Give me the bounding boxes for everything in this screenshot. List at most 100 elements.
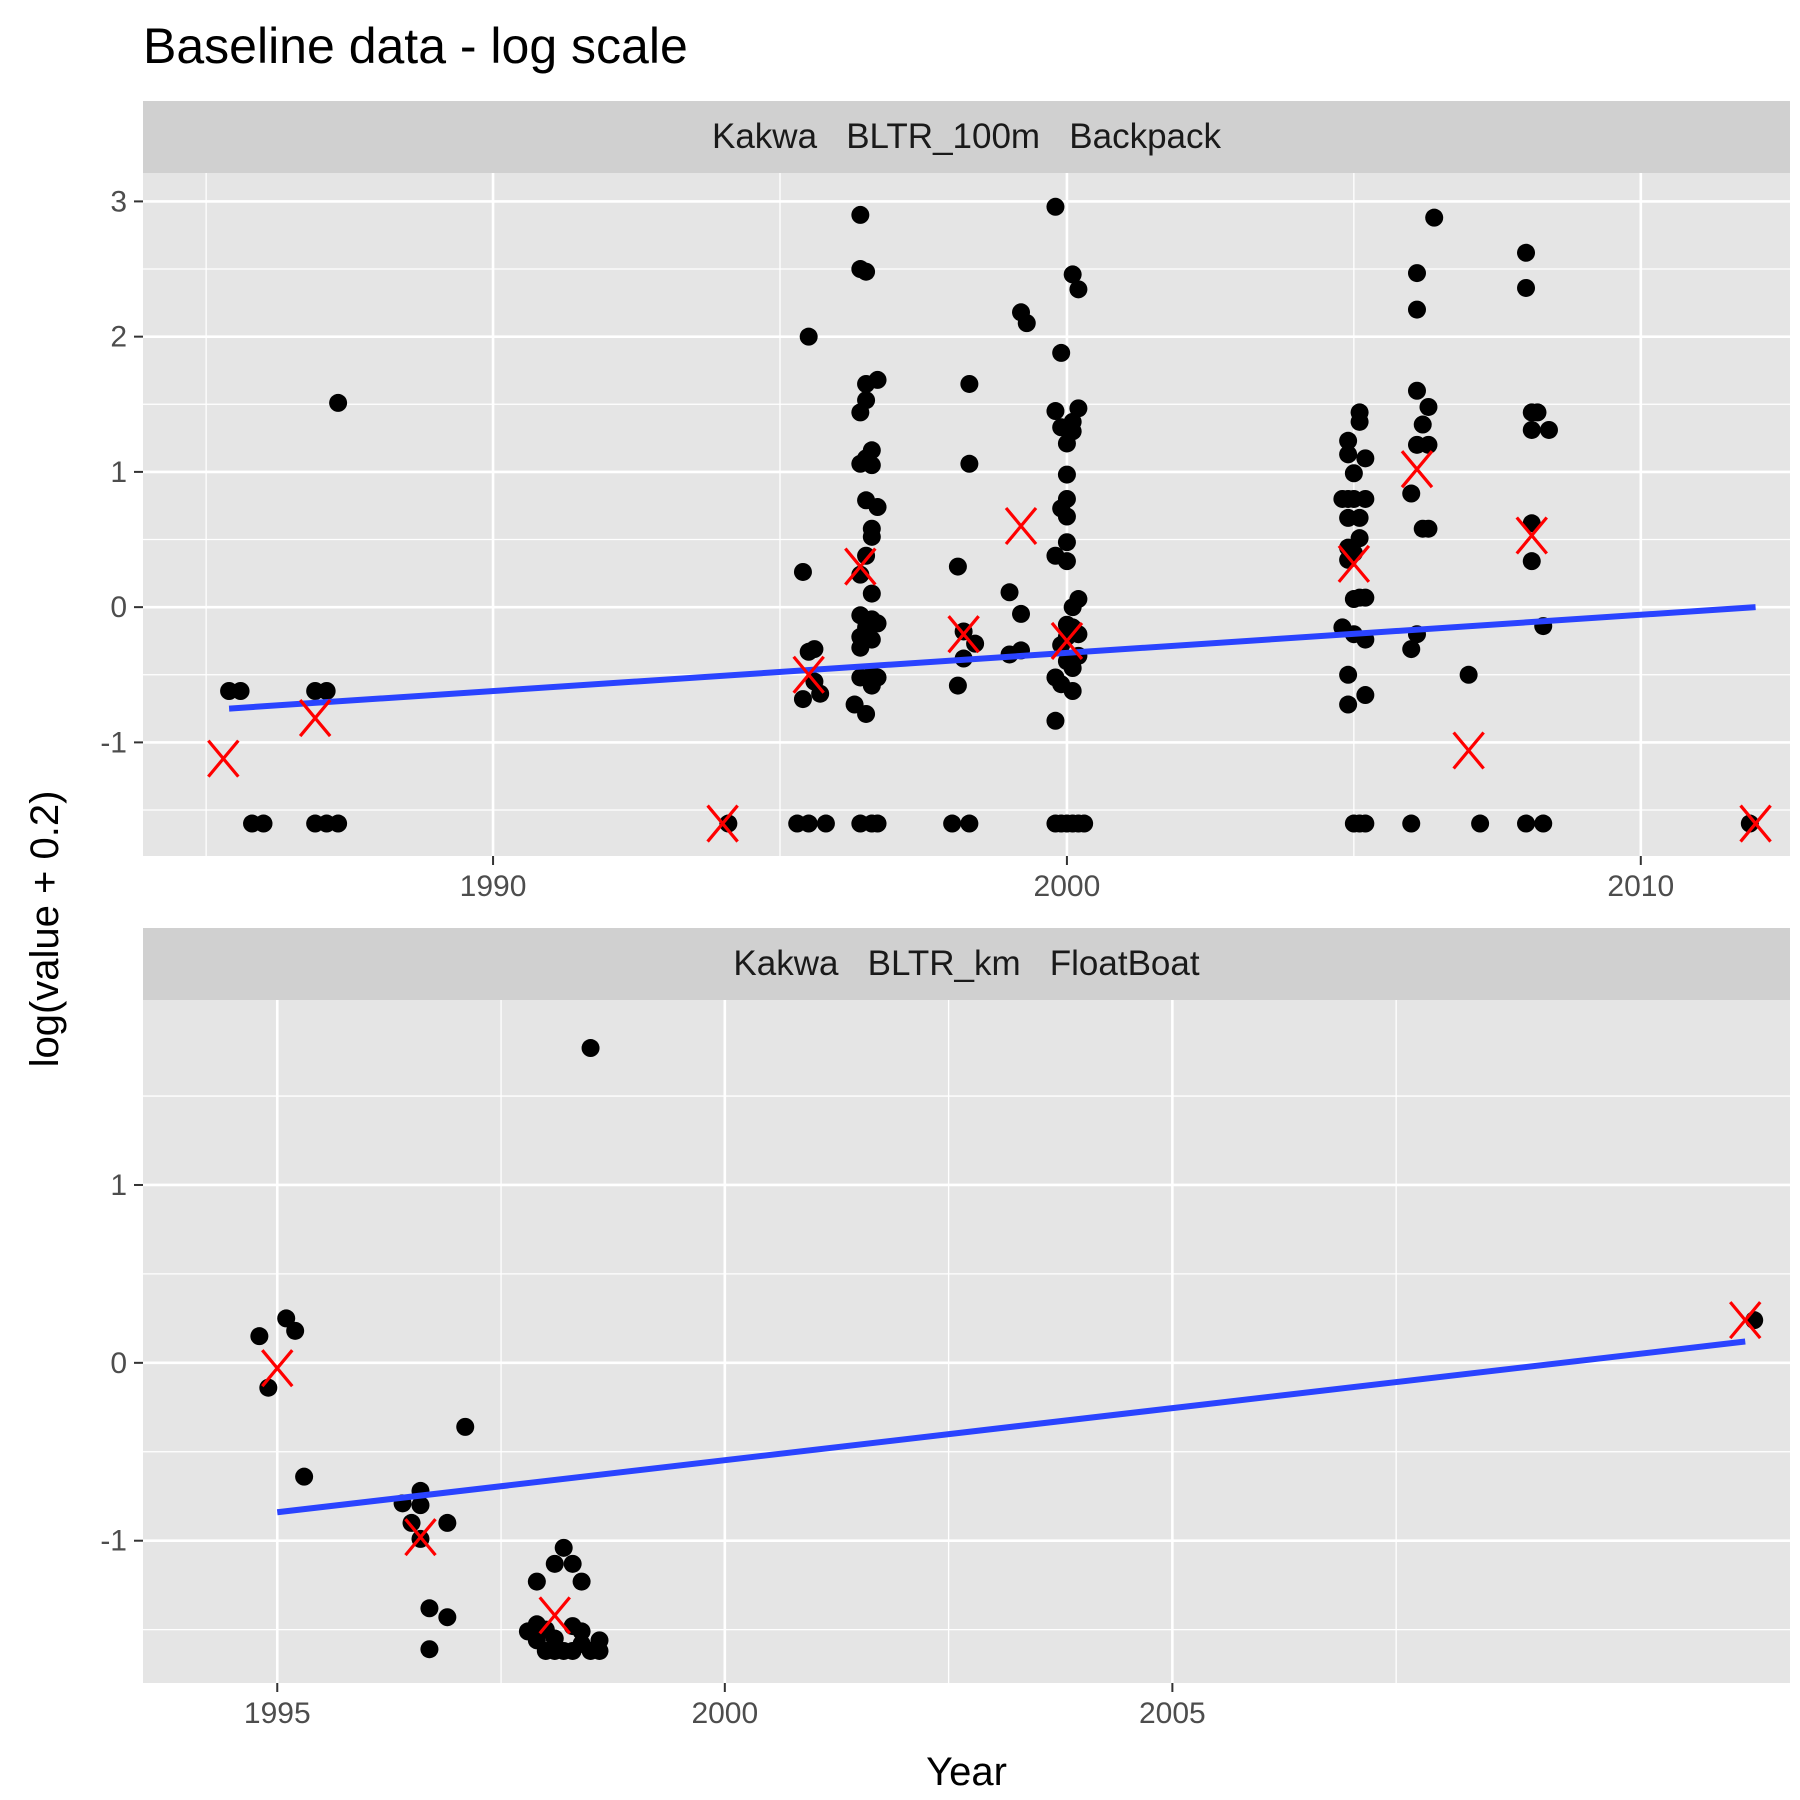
data-point: [868, 814, 887, 833]
data-point: [259, 1378, 278, 1397]
mean-marker: [298, 699, 332, 738]
data-point: [948, 557, 967, 576]
data-point: [943, 814, 962, 833]
data-point: [1012, 604, 1031, 623]
data-point: [966, 634, 985, 653]
y-tick-label: 0: [110, 591, 127, 624]
y-tick-label: 1: [110, 1169, 127, 1202]
mean-marker: [706, 804, 739, 843]
data-point: [581, 1039, 600, 1058]
data-point: [254, 814, 273, 833]
data-point: [231, 681, 250, 700]
chart-title: Baseline data - log scale: [143, 18, 688, 74]
data-point: [1413, 415, 1432, 434]
data-points-1: [220, 197, 1759, 833]
data-point: [960, 814, 979, 833]
plot-panel-1: [143, 173, 1790, 856]
facet-strip-2: [143, 928, 1790, 1000]
data-point: [420, 1599, 439, 1618]
data-point: [1339, 445, 1358, 464]
mean-marker: [1729, 1301, 1762, 1340]
mean-marker: [1515, 516, 1548, 555]
data-point: [1402, 814, 1421, 833]
x-tick-label: 2000: [1034, 870, 1101, 903]
yearly-means-1: [207, 450, 1772, 843]
mean-marker: [207, 739, 240, 778]
data-point: [1356, 814, 1375, 833]
data-point: [1057, 465, 1076, 484]
yearly-means-2: [261, 1301, 1762, 1635]
facet-strip-label-1: Kakwa BLTR_100m Backpack: [712, 117, 1222, 156]
data-point: [862, 676, 881, 695]
data-point: [329, 814, 348, 833]
data-point: [799, 814, 818, 833]
data-point: [286, 1321, 305, 1340]
data-point: [799, 642, 818, 661]
data-point: [862, 456, 881, 475]
data-point: [799, 327, 818, 346]
x-ticks-2: 1995 2000 2005: [244, 1683, 1206, 1730]
data-point: [1057, 552, 1076, 571]
facet-panel-1: Kakwa BLTR_100m Backpack -1 0 1 2 3 1990 2000…: [100, 101, 1790, 903]
data-point: [1419, 519, 1438, 538]
data-point: [1522, 552, 1541, 571]
data-point: [329, 393, 348, 412]
data-point: [1350, 508, 1369, 527]
x-tick-label: 1990: [460, 870, 527, 903]
data-point: [545, 1629, 564, 1648]
mean-marker: [1004, 506, 1038, 546]
data-point: [411, 1496, 430, 1515]
data-point: [1057, 507, 1076, 526]
data-point: [960, 454, 979, 473]
facet-panel-2: Kakwa BLTR_km FloatBoat -1 0 1 1995 2000 200…: [100, 928, 1790, 1730]
data-point: [1052, 343, 1071, 362]
data-point: [1017, 314, 1036, 333]
data-point: [563, 1554, 582, 1573]
mean-marker: [1337, 544, 1371, 583]
data-point: [1471, 814, 1490, 833]
facet-strip-1: [143, 101, 1790, 173]
data-point: [527, 1572, 546, 1591]
data-point: [563, 1641, 582, 1660]
data-point: [1407, 381, 1426, 400]
data-point: [1057, 533, 1076, 552]
data-point: [438, 1608, 457, 1627]
mean-marker: [1400, 450, 1434, 489]
facet-strip-label-2: Kakwa BLTR_km FloatBoat: [733, 944, 1199, 983]
data-point: [1339, 431, 1358, 450]
data-point: [1534, 814, 1553, 833]
data-point: [1063, 681, 1082, 700]
mean-marker: [844, 547, 877, 586]
data-point: [1063, 265, 1082, 284]
y-tick-label: -1: [100, 726, 127, 759]
data-point: [1402, 484, 1421, 503]
data-point: [456, 1417, 475, 1436]
data-point: [1000, 583, 1019, 602]
data-point: [1057, 434, 1076, 453]
mean-marker: [947, 615, 980, 654]
mean-marker: [1050, 621, 1084, 660]
data-point: [851, 205, 870, 224]
data-point: [572, 1572, 591, 1591]
data-point: [1419, 397, 1438, 416]
data-point: [1356, 449, 1375, 468]
data-point: [793, 690, 812, 709]
x-tick-label: 1995: [244, 1697, 311, 1730]
data-point: [1407, 300, 1426, 319]
data-point: [851, 638, 870, 657]
data-point: [1356, 686, 1375, 705]
x-tick-label: 2005: [1139, 1697, 1206, 1730]
data-point: [1344, 464, 1363, 483]
data-point: [402, 1513, 421, 1532]
data-point: [1459, 665, 1478, 684]
data-point: [1745, 1311, 1764, 1330]
mean-marker: [1739, 804, 1772, 843]
data-point: [1356, 489, 1375, 508]
data-point: [317, 681, 336, 700]
data-point: [948, 676, 967, 695]
data-point: [1046, 711, 1065, 730]
data-point: [1339, 665, 1358, 684]
data-point: [960, 374, 979, 393]
data-point: [857, 704, 876, 723]
